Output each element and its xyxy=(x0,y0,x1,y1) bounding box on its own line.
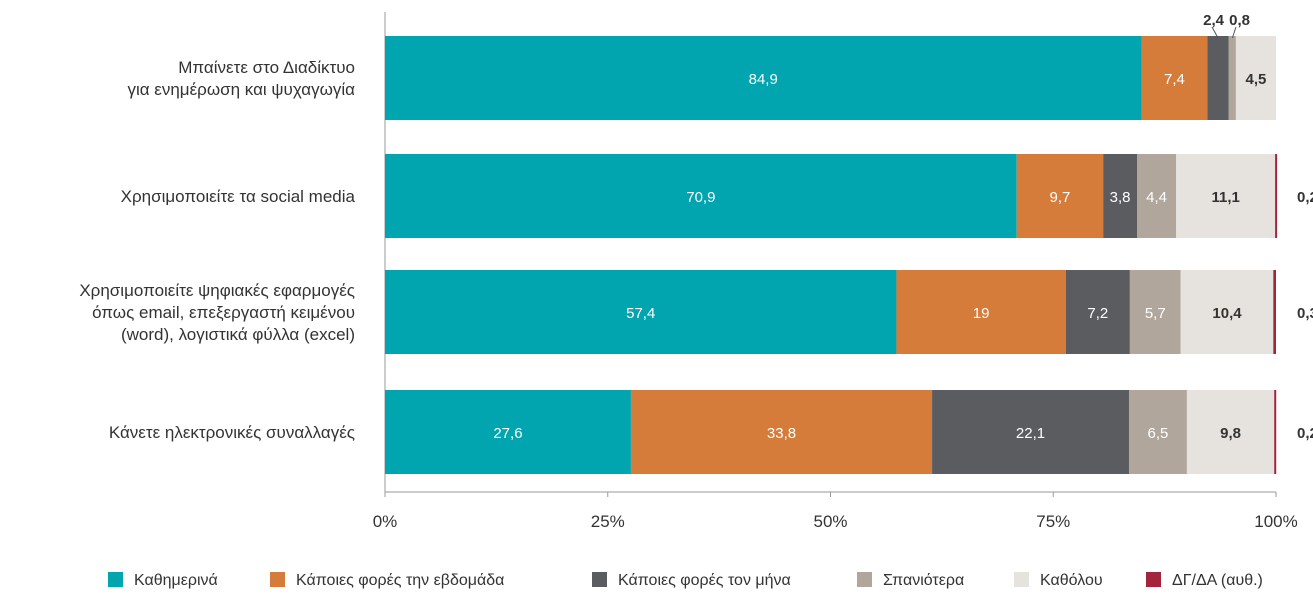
legend-label: Καθημερινά xyxy=(134,572,218,589)
category-label-line: Χρησιμοποιείτε τα social media xyxy=(121,187,356,206)
bar-segment xyxy=(1273,270,1276,354)
bar-segment xyxy=(1274,390,1277,474)
legend-swatch xyxy=(1146,572,1161,587)
bar-segment xyxy=(1103,154,1138,238)
leader-line xyxy=(1211,26,1219,39)
legend-label: ΔΓ/ΔΑ (αυθ.) xyxy=(1172,572,1263,589)
category-label-line: (word), λογιστικά φύλλα (excel) xyxy=(121,325,355,344)
value-label: 9,8 xyxy=(1220,425,1241,442)
value-label: 0,2 xyxy=(1297,425,1313,442)
category-label: Μπαίνετε στο Διαδίκτυο για ενημέρωση και … xyxy=(127,58,355,99)
bar-segment xyxy=(1180,270,1274,354)
bar-segment xyxy=(1129,270,1181,354)
bar-segment xyxy=(385,36,1142,120)
category-label-line: Μπαίνετε στο Διαδίκτυο xyxy=(178,58,355,77)
value-label: 27,6 xyxy=(493,425,522,442)
bar-segment xyxy=(385,154,1017,238)
bar-segment xyxy=(1128,390,1187,474)
value-label: 11,1 xyxy=(1211,189,1239,206)
x-tick-label: 25% xyxy=(591,512,625,531)
bar-segment xyxy=(630,390,933,474)
bar-segment xyxy=(385,270,897,354)
bar-segment xyxy=(1275,154,1278,238)
category-label-line: όπως email, επεξεργαστή κειμένου xyxy=(92,303,355,322)
category-label-line: για ενημέρωση και ψυχαγωγία xyxy=(127,80,355,99)
bar-segment xyxy=(1207,36,1229,120)
bar-segment xyxy=(1141,36,1208,120)
x-tick-label: 50% xyxy=(813,512,847,531)
category-label: Κάνετε ηλεκτρονικές συναλλαγές xyxy=(109,423,355,442)
bar-segment xyxy=(1065,270,1130,354)
legend-label: Κάποιες φορές την εβδομάδα xyxy=(296,572,504,589)
value-label: 9,7 xyxy=(1050,189,1071,206)
value-label: 4,5 xyxy=(1246,71,1267,88)
value-label: 22,1 xyxy=(1016,425,1045,442)
legend-swatch xyxy=(857,572,872,587)
value-label: 19 xyxy=(973,305,990,322)
value-label: 4,4 xyxy=(1146,189,1167,206)
value-label: 2,4 xyxy=(1203,12,1225,29)
bar-segment xyxy=(1186,390,1275,474)
bar-segment xyxy=(1228,36,1236,120)
category-label: Χρησιμοποιείτε ψηφιακές εφαρμογές όπως em… xyxy=(79,281,355,344)
x-tick-label: 75% xyxy=(1036,512,1070,531)
value-label: 0,3 xyxy=(1297,305,1313,322)
bar-segment xyxy=(385,390,631,474)
bar-segment xyxy=(1137,154,1177,238)
legend-label: Σπανιότερα xyxy=(883,572,964,589)
legend-label: Καθόλου xyxy=(1040,572,1103,589)
legend-swatch xyxy=(270,572,285,587)
bar-segment xyxy=(1176,154,1276,238)
bar-segment xyxy=(1016,154,1104,238)
leader-line xyxy=(1231,26,1237,39)
value-label: 7,4 xyxy=(1164,71,1185,88)
value-label: 70,9 xyxy=(686,189,715,206)
value-label: 84,9 xyxy=(749,71,778,88)
legend-swatch xyxy=(592,572,607,587)
value-label: 0,8 xyxy=(1229,12,1250,29)
bar-segment xyxy=(932,390,1129,474)
value-label: 6,5 xyxy=(1148,425,1169,442)
value-label: 57,4 xyxy=(626,305,655,322)
legend-swatch xyxy=(108,572,123,587)
category-label-line: Χρησιμοποιείτε ψηφιακές εφαρμογές xyxy=(79,281,355,300)
value-label: 10,4 xyxy=(1212,305,1242,322)
legend-swatch xyxy=(1014,572,1029,587)
x-tick-label: 0% xyxy=(373,512,398,531)
category-label: Χρησιμοποιείτε τα social media xyxy=(121,187,356,206)
bar-segment xyxy=(896,270,1066,354)
bar-segment xyxy=(1235,36,1276,120)
value-label: 33,8 xyxy=(767,425,796,442)
value-label: 5,7 xyxy=(1145,305,1166,322)
category-label-line: Κάνετε ηλεκτρονικές συναλλαγές xyxy=(109,423,355,442)
value-label: 0,2 xyxy=(1297,189,1313,206)
value-label: 7,2 xyxy=(1087,305,1108,322)
value-label: 3,8 xyxy=(1110,189,1131,206)
x-tick-label: 100% xyxy=(1254,512,1297,531)
legend-label: Κάποιες φορές τον μήνα xyxy=(618,572,791,589)
